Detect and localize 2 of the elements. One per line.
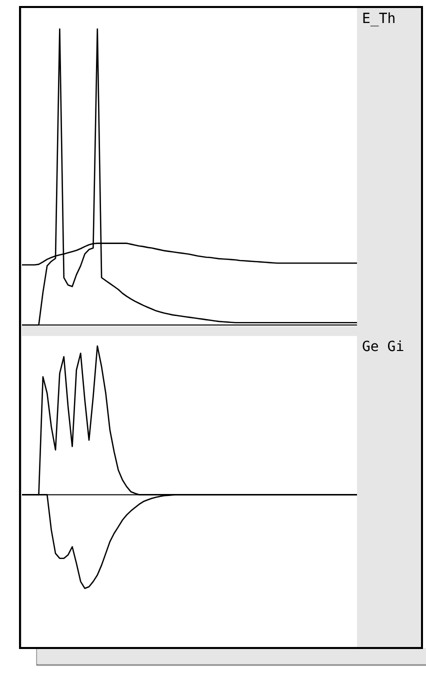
chart-title: Ge Gi [362,339,404,355]
chart-title: E_Th [362,11,396,27]
